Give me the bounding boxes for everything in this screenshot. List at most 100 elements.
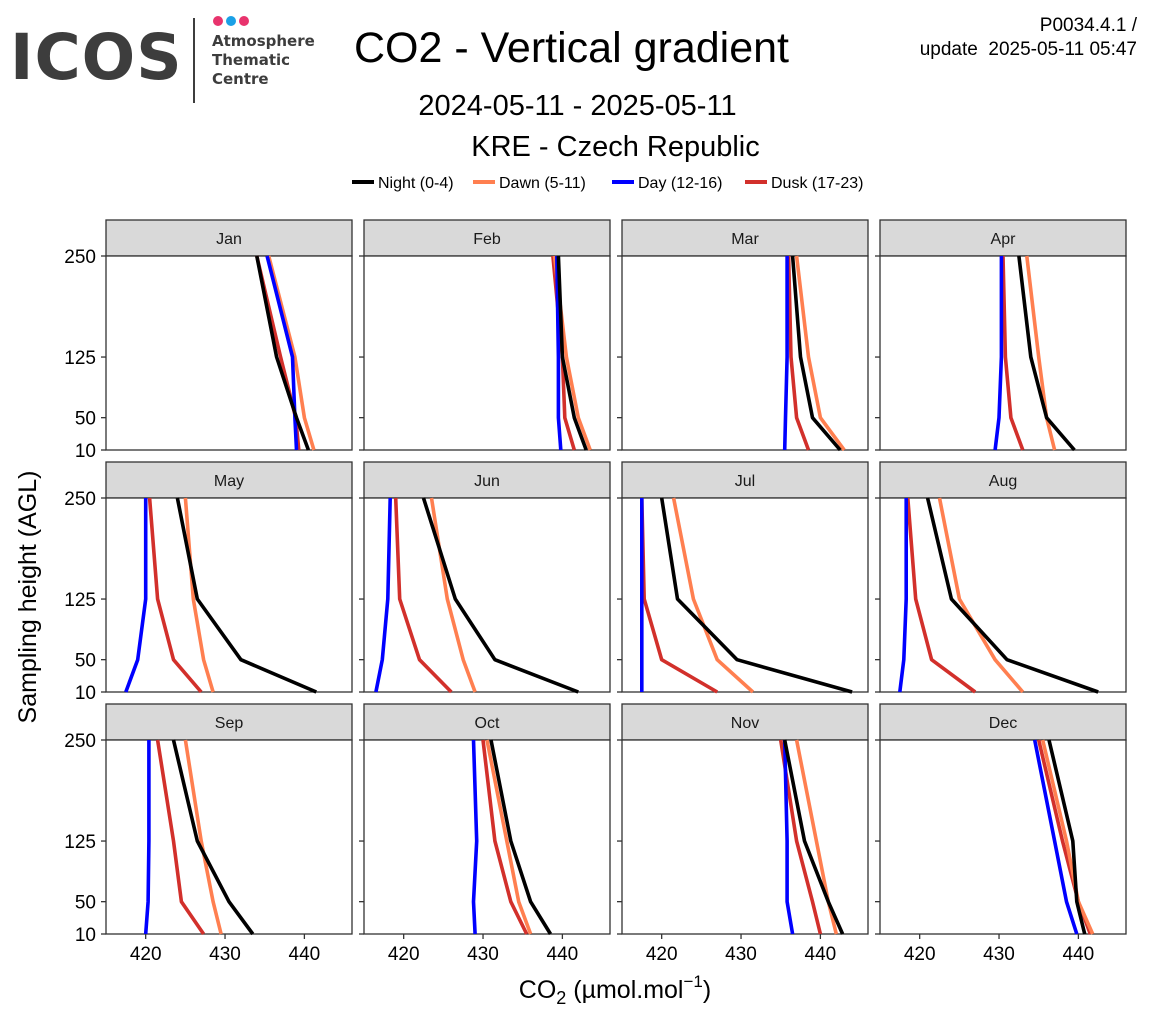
facet-panel bbox=[105, 497, 353, 693]
logo-subtitle-line: Atmosphere bbox=[212, 32, 315, 50]
facet-panel bbox=[879, 739, 1127, 935]
facet-label: Oct bbox=[475, 715, 500, 732]
chart-title: CO2 - Vertical gradient bbox=[354, 24, 789, 72]
logo-wordmark: ICOS bbox=[10, 21, 183, 94]
x-tick-label: 440 bbox=[547, 944, 579, 965]
x-tick-label: 430 bbox=[209, 944, 241, 965]
y-tick-label: 50 bbox=[75, 893, 96, 914]
series-line-day bbox=[898, 498, 909, 693]
series-line-dawn bbox=[183, 497, 215, 693]
facet-panel bbox=[363, 255, 611, 451]
logo-subtitle: Atmosphere Thematic Centre bbox=[212, 32, 315, 89]
facet-label: Dec bbox=[989, 715, 1017, 732]
facet-strip bbox=[621, 219, 869, 257]
facet-label: Apr bbox=[991, 231, 1017, 248]
facet-label: Mar bbox=[731, 231, 759, 248]
series-line-night bbox=[782, 739, 845, 935]
logo-subtitle-line: Centre bbox=[212, 70, 269, 88]
y-tick-label: 125 bbox=[64, 590, 96, 611]
logo-subtitle-line: Thematic bbox=[212, 51, 291, 69]
series-line-day bbox=[143, 740, 151, 935]
y-tick-label: 250 bbox=[64, 731, 96, 752]
series-line-dawn bbox=[794, 255, 846, 452]
series-line-dusk bbox=[786, 255, 811, 451]
facet-strip bbox=[105, 461, 353, 499]
series-line-day bbox=[265, 255, 299, 451]
logo-dot-blue bbox=[226, 16, 236, 26]
x-tick-label: 420 bbox=[388, 944, 420, 965]
facet-strip bbox=[363, 461, 611, 499]
series-line-dawn bbox=[1040, 739, 1095, 935]
y-tick-label: 10 bbox=[75, 441, 96, 462]
y-tick-label: 250 bbox=[64, 489, 96, 510]
series-line-day bbox=[555, 255, 563, 451]
facet-label: Jan bbox=[216, 231, 242, 248]
x-tick-label: 420 bbox=[646, 944, 678, 965]
series-line-day bbox=[471, 739, 479, 935]
legend-label: Night (0-4) bbox=[378, 175, 454, 192]
x-axis-title: CO2 (µmol.mol−1) bbox=[519, 972, 711, 1008]
x-tick-label: 440 bbox=[805, 944, 837, 965]
facet-strip bbox=[879, 219, 1127, 257]
facet-strip bbox=[621, 703, 869, 741]
facet-label: Feb bbox=[473, 231, 501, 248]
x-tick-label: 430 bbox=[467, 944, 499, 965]
x-tick-label: 440 bbox=[1063, 944, 1095, 965]
logo-dot-pink bbox=[213, 16, 223, 26]
series-line-night bbox=[171, 739, 255, 936]
x-tick-label: 430 bbox=[983, 944, 1015, 965]
series-line-day bbox=[1032, 739, 1079, 935]
x-tick-label: 430 bbox=[725, 944, 757, 965]
y-axis-title: Sampling height (AGL) bbox=[14, 471, 42, 724]
series-line-dusk bbox=[155, 739, 206, 936]
facet-panel bbox=[621, 255, 869, 451]
y-tick-label: 10 bbox=[75, 683, 96, 704]
y-tick-label: 10 bbox=[75, 925, 96, 946]
series-line-night bbox=[421, 497, 579, 694]
series-line-day bbox=[993, 256, 1004, 451]
series-line-dawn bbox=[183, 739, 223, 935]
facet-strip bbox=[105, 219, 353, 257]
station-name: KRE - Czech Republic bbox=[471, 131, 760, 163]
facet-label: Sep bbox=[215, 715, 244, 732]
y-tick-label: 50 bbox=[75, 409, 96, 430]
x-tick-label: 420 bbox=[130, 944, 162, 965]
legend-label: Dusk (17-23) bbox=[771, 175, 863, 192]
facet-panel bbox=[105, 739, 353, 935]
legend-label: Day (12-16) bbox=[638, 175, 722, 192]
logo-dots bbox=[213, 16, 253, 28]
facet-panel bbox=[363, 497, 611, 693]
facet-label: Jul bbox=[735, 473, 755, 490]
series-line-dusk bbox=[481, 739, 529, 935]
date-range: 2024-05-11 - 2025-05-11 bbox=[418, 90, 737, 122]
series-line-night bbox=[1017, 255, 1076, 452]
facet-label: May bbox=[214, 473, 244, 490]
facet-strip bbox=[879, 703, 1127, 741]
facet-strip bbox=[879, 461, 1127, 499]
y-tick-label: 50 bbox=[75, 651, 96, 672]
series-line-night bbox=[489, 739, 553, 935]
series-line-night bbox=[659, 497, 853, 694]
series-line-night bbox=[556, 255, 588, 451]
logo-separator bbox=[193, 18, 195, 103]
series-line-dawn bbox=[1025, 255, 1057, 451]
facet-panel bbox=[879, 497, 1127, 693]
series-line-night bbox=[175, 497, 318, 694]
facet-label: Aug bbox=[989, 473, 1017, 490]
facet-label: Nov bbox=[731, 715, 759, 732]
series-line-night bbox=[790, 255, 842, 452]
update-timestamp: update 2025-05-11 05:47 bbox=[919, 39, 1137, 60]
facet-label: Jun bbox=[474, 473, 500, 490]
series-line-dawn bbox=[266, 255, 316, 451]
series-line-night bbox=[925, 497, 1099, 694]
legend-label: Dawn (5-11) bbox=[499, 175, 586, 192]
series-line-dawn bbox=[794, 739, 839, 935]
series-line-night bbox=[255, 255, 311, 451]
y-tick-label: 125 bbox=[64, 832, 96, 853]
series-line-day bbox=[782, 256, 789, 451]
x-tick-label: 440 bbox=[289, 944, 321, 965]
facet-strip bbox=[363, 219, 611, 257]
series-line-day bbox=[374, 497, 392, 693]
series-line-dawn bbox=[485, 739, 533, 935]
